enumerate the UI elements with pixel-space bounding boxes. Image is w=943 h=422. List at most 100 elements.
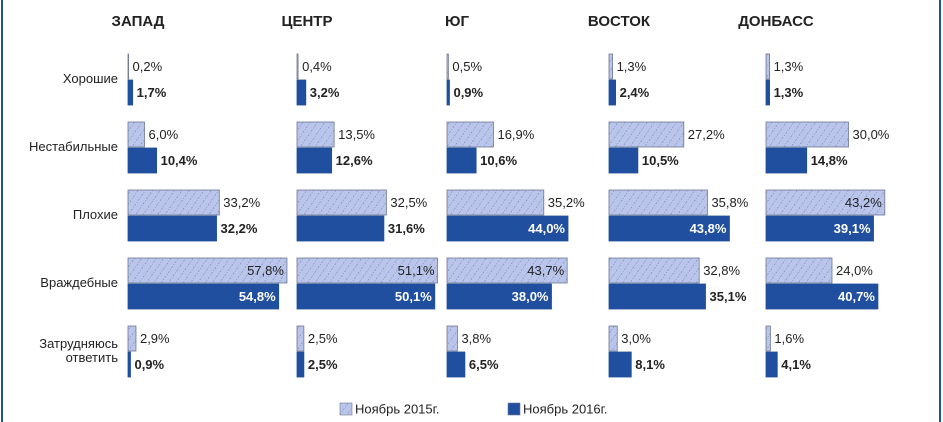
legend-swatch (507, 402, 521, 416)
value-label: 3,2% (310, 85, 340, 100)
value-label: 2,5% (308, 357, 338, 372)
value-label: 30,0% (853, 127, 890, 142)
panel-title: ЮГ (445, 13, 469, 30)
category-label: Хорошие (62, 71, 118, 86)
bar (296, 215, 385, 242)
panel-title: ЗАПАД (112, 13, 165, 30)
value-label: 35,1% (710, 289, 747, 304)
bar (765, 351, 778, 378)
value-label: 31,6% (388, 221, 425, 236)
bar (608, 53, 613, 80)
bar (446, 215, 569, 242)
bar (765, 283, 879, 310)
value-label: 44,0% (528, 221, 565, 236)
bar (765, 215, 874, 242)
value-label: 24,0% (836, 263, 873, 278)
value-label: 0,2% (133, 59, 163, 74)
bar (608, 257, 700, 284)
value-label: 0,5% (452, 59, 482, 74)
value-label: 6,5% (469, 357, 499, 372)
value-label: 2,5% (308, 331, 338, 346)
value-label: 1,7% (137, 85, 167, 100)
bar (127, 53, 129, 80)
bar (127, 257, 288, 284)
bar (296, 257, 438, 284)
panel-title: ДОНБАСС (738, 13, 814, 30)
bar (608, 121, 685, 148)
value-label: 2,9% (140, 331, 170, 346)
value-label: 1,3% (774, 59, 804, 74)
category-label: Плохие (72, 207, 118, 222)
bar (296, 147, 333, 174)
bar (608, 283, 706, 310)
bar (446, 189, 545, 216)
value-label: 43,7% (527, 263, 564, 278)
legend-swatch (339, 402, 353, 416)
bar (127, 283, 280, 310)
value-label: 43,2% (845, 195, 882, 210)
value-label: 38,0% (512, 289, 549, 304)
bar (127, 351, 131, 378)
bar (127, 189, 220, 216)
value-label: 10,6% (480, 153, 517, 168)
bar (765, 121, 849, 148)
bar (127, 121, 145, 148)
bar (765, 189, 886, 216)
bar (296, 283, 436, 310)
bar (608, 79, 616, 106)
bar (446, 351, 466, 378)
bar (296, 121, 335, 148)
bar (296, 351, 305, 378)
bar (765, 147, 808, 174)
value-label: 32,5% (390, 195, 427, 210)
value-label: 16,9% (497, 127, 534, 142)
value-label: 0,4% (302, 59, 332, 74)
bar (127, 147, 158, 174)
value-label: 39,1% (834, 221, 871, 236)
bar (608, 147, 639, 174)
value-label: 0,9% (134, 357, 164, 372)
value-label: 43,8% (690, 221, 727, 236)
bar (765, 53, 770, 80)
value-label: 57,8% (247, 263, 284, 278)
bar (446, 147, 477, 174)
value-label: 40,7% (838, 289, 875, 304)
value-label: 4,1% (781, 357, 811, 372)
bar (446, 121, 494, 148)
value-label: 50,1% (395, 289, 432, 304)
value-label: 54,8% (239, 289, 276, 304)
bar (765, 325, 771, 352)
value-label: 14,8% (811, 153, 848, 168)
value-label: 51,1% (398, 263, 435, 278)
bar (296, 53, 299, 80)
legend-label: Ноябрь 2015г. (355, 401, 439, 416)
panel-title: ЦЕНТР (282, 13, 333, 30)
value-label: 10,4% (161, 153, 198, 168)
bar (296, 325, 305, 352)
bar (127, 215, 217, 242)
value-label: 1,6% (774, 331, 804, 346)
bar (608, 325, 618, 352)
bar (127, 325, 137, 352)
value-label: 27,2% (688, 127, 725, 142)
legend-label: Ноябрь 2016г. (523, 401, 607, 416)
bar (296, 189, 387, 216)
bar (608, 189, 708, 216)
value-label: 6,0% (149, 127, 179, 142)
value-label: 10,5% (642, 153, 679, 168)
value-label: 32,8% (703, 263, 740, 278)
bar (446, 325, 458, 352)
bar (608, 215, 730, 242)
value-label: 8,1% (635, 357, 665, 372)
value-label: 32,2% (221, 221, 258, 236)
bar (765, 257, 833, 284)
bar (446, 79, 450, 106)
value-label: 33,2% (223, 195, 260, 210)
value-label: 35,2% (548, 195, 585, 210)
bar (446, 53, 449, 80)
value-label: 3,0% (621, 331, 651, 346)
category-label: Нестабильные (29, 139, 118, 154)
bar (765, 79, 770, 106)
